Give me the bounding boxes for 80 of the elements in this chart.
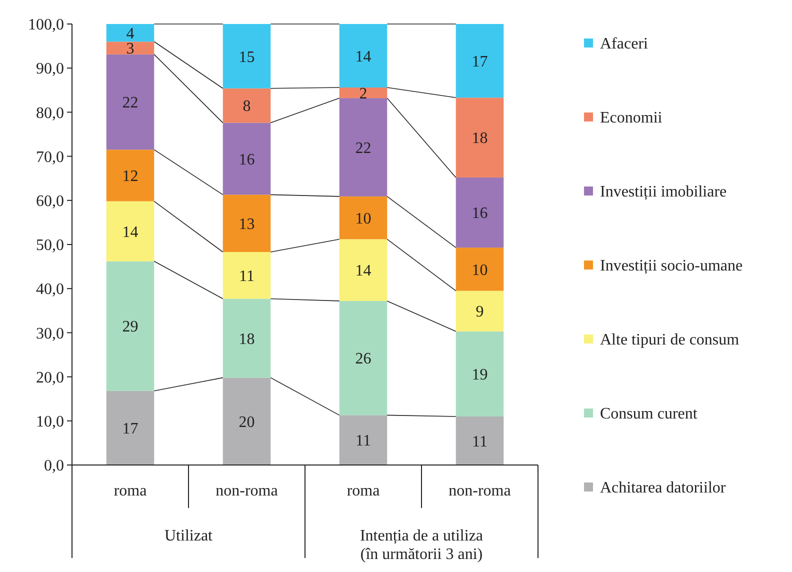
data-label: 20 bbox=[238, 414, 255, 431]
bar bbox=[222, 24, 271, 88]
bar bbox=[222, 378, 271, 465]
data-label: 8 bbox=[242, 98, 251, 116]
y-tick-label: 50,0 bbox=[36, 237, 64, 254]
data-label: 11 bbox=[356, 432, 371, 450]
data-label: 22 bbox=[355, 140, 372, 157]
data-label: 19 bbox=[472, 366, 488, 384]
bar bbox=[339, 24, 388, 88]
legend-label: Afaceri bbox=[600, 36, 649, 53]
legend-label: Achitarea datoriilor bbox=[600, 480, 726, 497]
bar bbox=[339, 300, 388, 416]
bar bbox=[339, 415, 388, 465]
data-label: 14 bbox=[355, 48, 372, 66]
bar bbox=[106, 42, 154, 54]
bar bbox=[456, 177, 504, 248]
bar bbox=[106, 150, 154, 202]
legend-label: Investiții socio-umane bbox=[600, 258, 743, 275]
y-tick-label: 100,0 bbox=[28, 16, 64, 34]
data-label: 2 bbox=[359, 85, 368, 102]
data-label: 9 bbox=[476, 304, 484, 321]
y-tick-label: 10,0 bbox=[36, 414, 64, 430]
data-label: 15 bbox=[238, 48, 255, 66]
text: Utilizat bbox=[164, 528, 214, 545]
bar bbox=[106, 54, 154, 150]
bar bbox=[339, 196, 388, 240]
data-label: 10 bbox=[472, 262, 488, 279]
bar bbox=[222, 298, 271, 378]
x-tick-label: roma bbox=[346, 482, 380, 500]
data-label: 22 bbox=[122, 94, 138, 112]
y-tick-label: 20,0 bbox=[36, 369, 64, 386]
data-label: 26 bbox=[355, 350, 372, 368]
bar bbox=[339, 239, 388, 301]
bar bbox=[106, 390, 154, 465]
text: Intenția de a utiliza (în următorii 3 ani) bbox=[360, 528, 484, 563]
y-tick-label: 90,0 bbox=[36, 60, 64, 78]
legend-label: Investiții imobiliare bbox=[600, 184, 727, 201]
bar bbox=[106, 201, 154, 262]
x-tick-label: roma bbox=[114, 482, 147, 500]
data-label: 3 bbox=[126, 40, 134, 58]
data-label: 16 bbox=[238, 151, 255, 168]
data-label: 13 bbox=[238, 216, 255, 233]
data-label: 17 bbox=[122, 420, 138, 438]
y-tick-label: 70,0 bbox=[36, 148, 64, 166]
legend-label: Consum curent bbox=[600, 406, 698, 423]
y-tick-label: 0,0 bbox=[44, 458, 64, 475]
y-tick-label: 80,0 bbox=[36, 104, 64, 122]
bar bbox=[222, 122, 271, 195]
x-tick-label: non-roma bbox=[448, 482, 511, 500]
bar bbox=[339, 88, 388, 98]
y-tick-label: 60,0 bbox=[36, 193, 64, 210]
data-label: 16 bbox=[472, 205, 488, 222]
bar bbox=[339, 98, 388, 196]
data-label: 11 bbox=[239, 268, 254, 285]
data-label: 11 bbox=[472, 433, 488, 450]
x-tick-label: non-roma bbox=[216, 482, 278, 500]
bar bbox=[106, 24, 154, 42]
bar bbox=[456, 416, 504, 465]
data-label: 17 bbox=[472, 53, 488, 70]
bar bbox=[222, 194, 271, 252]
data-label: 29 bbox=[122, 318, 138, 336]
data-label: 10 bbox=[355, 210, 372, 228]
legend-label: Alte tipuri de consum bbox=[600, 332, 740, 349]
bar bbox=[106, 261, 154, 391]
y-tick-label: 40,0 bbox=[36, 281, 64, 298]
bar bbox=[222, 88, 271, 123]
bar bbox=[456, 290, 504, 332]
bar bbox=[456, 98, 504, 178]
data-label: 18 bbox=[472, 130, 488, 148]
data-label: 14 bbox=[355, 262, 372, 280]
data-label: 12 bbox=[122, 168, 138, 186]
y-tick-label: 30,0 bbox=[36, 325, 64, 342]
bar bbox=[456, 248, 504, 291]
data-label: 4 bbox=[126, 25, 134, 42]
bar bbox=[456, 331, 504, 416]
bar bbox=[222, 252, 271, 299]
legend-label: Economii bbox=[600, 110, 663, 127]
data-label: 18 bbox=[238, 330, 255, 348]
bar bbox=[456, 24, 504, 98]
data-label: 14 bbox=[122, 224, 138, 241]
